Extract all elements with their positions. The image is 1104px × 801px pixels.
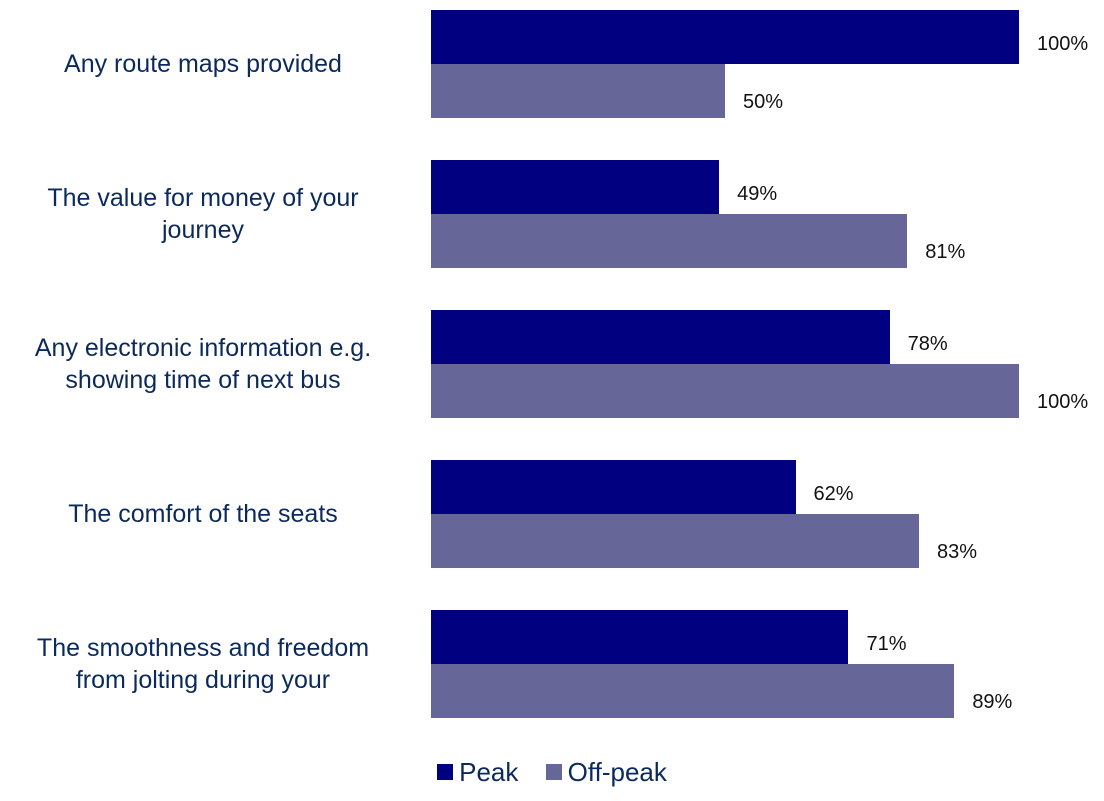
- bar-peak: [431, 460, 796, 514]
- legend-item-off-peak: Off-peak: [545, 756, 667, 788]
- value-label: 49%: [737, 183, 778, 205]
- legend-swatch-peak: [437, 764, 454, 780]
- legend-swatch-off-peak: [545, 764, 562, 780]
- value-label: 50%: [743, 91, 784, 113]
- value-label: 71%: [866, 633, 907, 655]
- bar-peak: [431, 310, 890, 364]
- value-label: 100%: [1037, 33, 1089, 55]
- value-label: 78%: [907, 333, 948, 355]
- category-label: The comfort of the seats: [68, 500, 338, 528]
- category-label: Any route maps provided: [64, 50, 342, 78]
- legend-label-peak: Peak: [459, 756, 519, 787]
- category-label: Any electronic information e.g. showing t…: [34, 334, 372, 394]
- bar-off-peak: [431, 514, 920, 568]
- bar-off-peak: [431, 64, 725, 118]
- bar-off-peak: [431, 214, 908, 268]
- bar-peak: [431, 610, 849, 664]
- legend: Peak Off-peak: [0, 756, 1104, 792]
- bar-off-peak: [431, 664, 955, 718]
- legend-item-peak: Peak: [437, 757, 518, 788]
- category-label: The value for money of your journey: [47, 184, 359, 244]
- value-label: 89%: [972, 691, 1013, 713]
- category-label: The smoothness and freedom from jolting d…: [36, 634, 370, 694]
- legend-label-off-peak: Off-peak: [567, 756, 667, 787]
- value-label: 83%: [937, 541, 978, 563]
- bar-off-peak: [431, 364, 1019, 418]
- value-label: 100%: [1037, 391, 1089, 413]
- value-label: 62%: [813, 483, 854, 505]
- bar-peak: [431, 160, 720, 214]
- value-label: 81%: [925, 241, 966, 263]
- bar-peak: [431, 10, 1019, 64]
